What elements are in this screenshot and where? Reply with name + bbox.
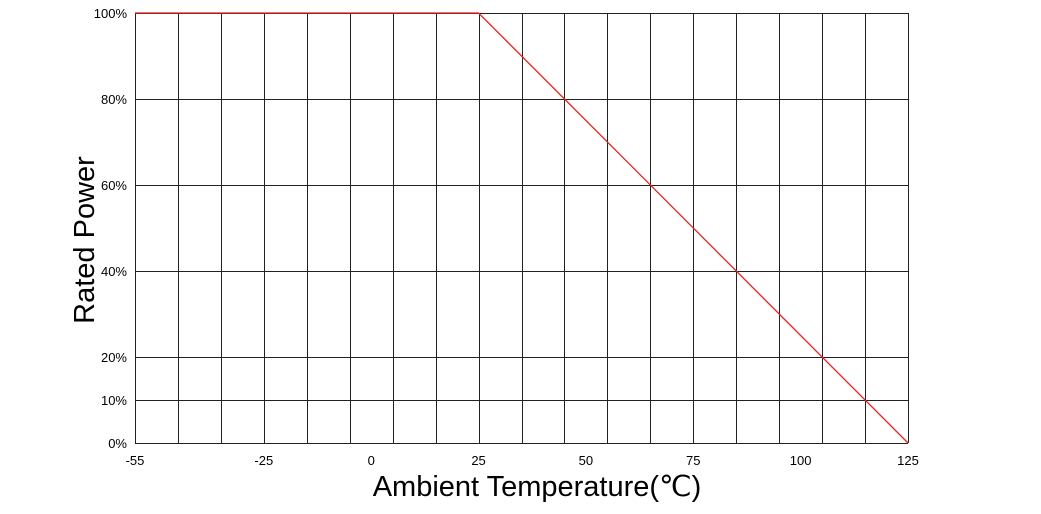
x-tick-label: 0	[368, 453, 375, 468]
y-tick-label: 60%	[101, 178, 127, 193]
y-tick-label: 100%	[94, 6, 128, 21]
x-tick-label: 75	[686, 453, 700, 468]
derating-curve	[135, 12, 909, 444]
x-tick-label: -25	[254, 453, 273, 468]
y-tick-label: 80%	[101, 92, 127, 107]
grid	[135, 13, 909, 444]
x-tick-label: -55	[126, 453, 145, 468]
x-tick-labels: -55 -25 0 25 50 75 100 125	[126, 453, 919, 468]
x-tick-label: 100	[790, 453, 812, 468]
x-tick-label: 50	[579, 453, 593, 468]
y-tick-label: 20%	[101, 350, 127, 365]
series-layer	[135, 12, 909, 444]
y-tick-label: 0%	[108, 436, 127, 451]
y-tick-label: 40%	[101, 264, 127, 279]
y-tick-label: 10%	[101, 393, 127, 408]
y-tick-labels: 0% 10% 20% 40% 60% 80% 100%	[94, 6, 128, 451]
x-tick-label: 25	[471, 453, 485, 468]
y-axis-title: Rated Power	[69, 156, 101, 324]
x-tick-label: 125	[897, 453, 919, 468]
x-axis-title: Ambient Temperature(℃)	[373, 471, 702, 503]
